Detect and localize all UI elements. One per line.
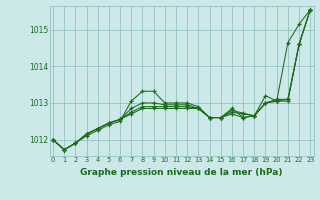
X-axis label: Graphe pression niveau de la mer (hPa): Graphe pression niveau de la mer (hPa) [80, 168, 283, 177]
